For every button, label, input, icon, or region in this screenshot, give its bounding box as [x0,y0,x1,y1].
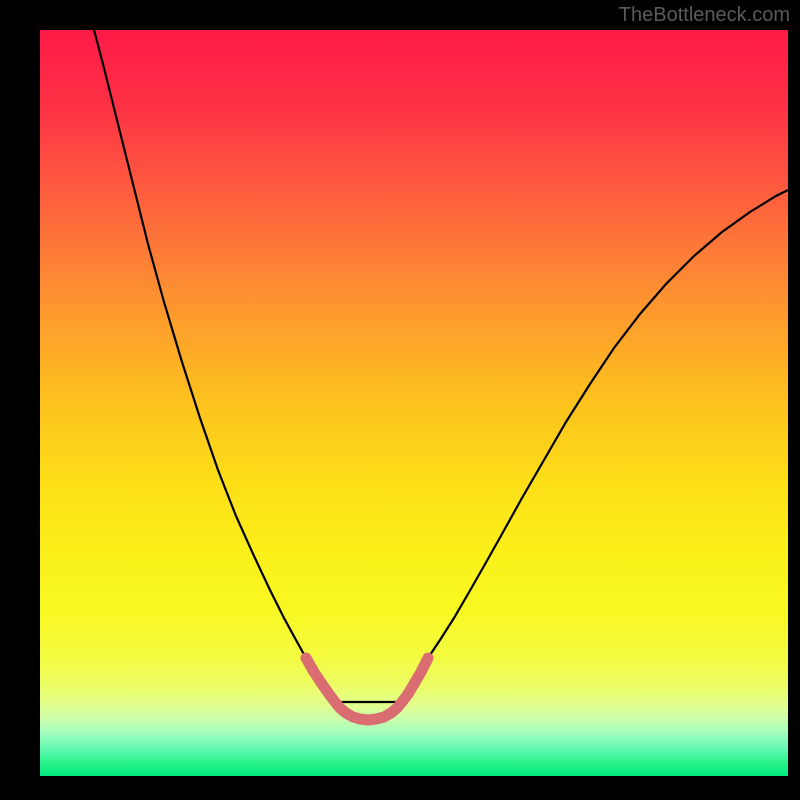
chart-container [40,30,788,776]
chart-background [40,30,788,776]
watermark-text: TheBottleneck.com [619,4,790,27]
chart-svg [40,30,788,776]
